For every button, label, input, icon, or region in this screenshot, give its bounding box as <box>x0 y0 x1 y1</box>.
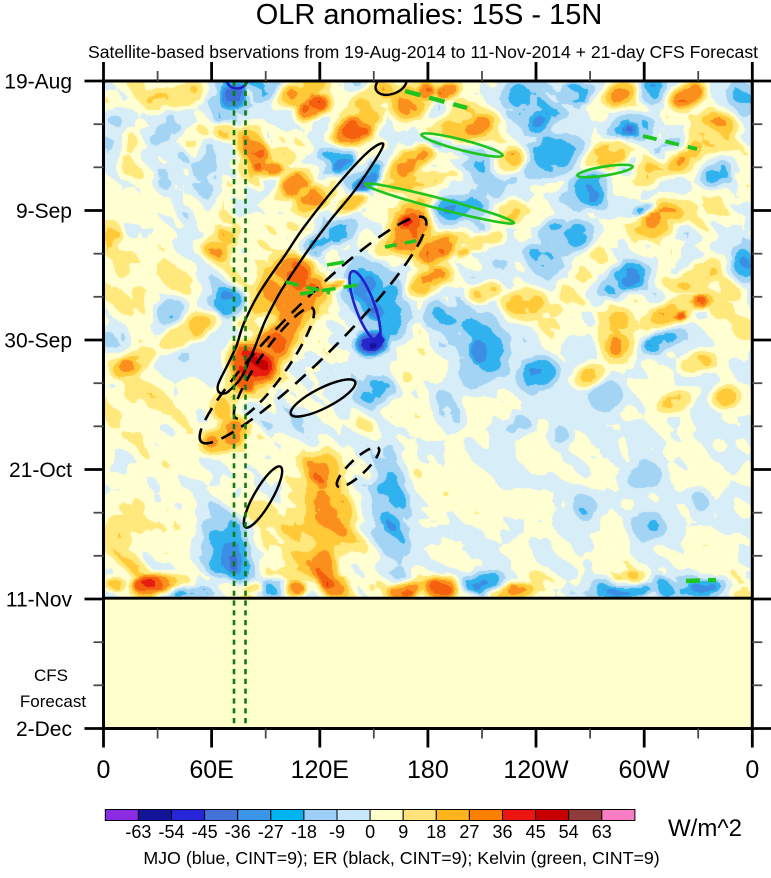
svg-text:W/m^2: W/m^2 <box>668 815 742 842</box>
svg-text:27: 27 <box>459 822 479 842</box>
svg-text:0: 0 <box>365 822 375 842</box>
svg-text:-63: -63 <box>125 822 151 842</box>
svg-text:-9: -9 <box>329 822 345 842</box>
svg-text:45: 45 <box>526 822 546 842</box>
svg-text:-36: -36 <box>225 822 251 842</box>
svg-text:0: 0 <box>745 756 759 784</box>
svg-text:2-Dec: 2-Dec <box>16 718 72 741</box>
svg-text:30-Sep: 30-Sep <box>4 330 72 353</box>
svg-text:9: 9 <box>398 822 408 842</box>
svg-text:-45: -45 <box>192 822 218 842</box>
svg-text:OLR anomalies: 15S - 15N: OLR anomalies: 15S - 15N <box>256 0 603 31</box>
svg-text:CFS: CFS <box>34 666 68 685</box>
svg-text:18: 18 <box>426 822 446 842</box>
svg-text:11-Nov: 11-Nov <box>6 589 73 612</box>
svg-text:-27: -27 <box>258 822 284 842</box>
svg-text:120E: 120E <box>291 756 349 784</box>
svg-text:63: 63 <box>592 822 612 842</box>
svg-text:54: 54 <box>559 822 579 842</box>
svg-text:36: 36 <box>492 822 512 842</box>
svg-text:60E: 60E <box>189 756 233 784</box>
svg-text:9-Sep: 9-Sep <box>16 200 72 223</box>
svg-text:-54: -54 <box>158 822 184 842</box>
svg-text:180: 180 <box>407 756 449 784</box>
svg-text:-18: -18 <box>291 822 317 842</box>
svg-text:Forecast: Forecast <box>20 692 86 711</box>
svg-text:0: 0 <box>97 756 111 784</box>
svg-text:MJO (blue, CINT=9); ER (black,: MJO (blue, CINT=9); ER (black, CINT=9); … <box>143 848 659 868</box>
svg-text:60W: 60W <box>618 756 670 784</box>
svg-text:Satellite-based bservations fr: Satellite-based bservations from 19-Aug-… <box>88 42 758 62</box>
svg-text:19-Aug: 19-Aug <box>4 71 72 94</box>
svg-text:120W: 120W <box>503 756 569 784</box>
svg-text:21-Oct: 21-Oct <box>9 459 72 482</box>
